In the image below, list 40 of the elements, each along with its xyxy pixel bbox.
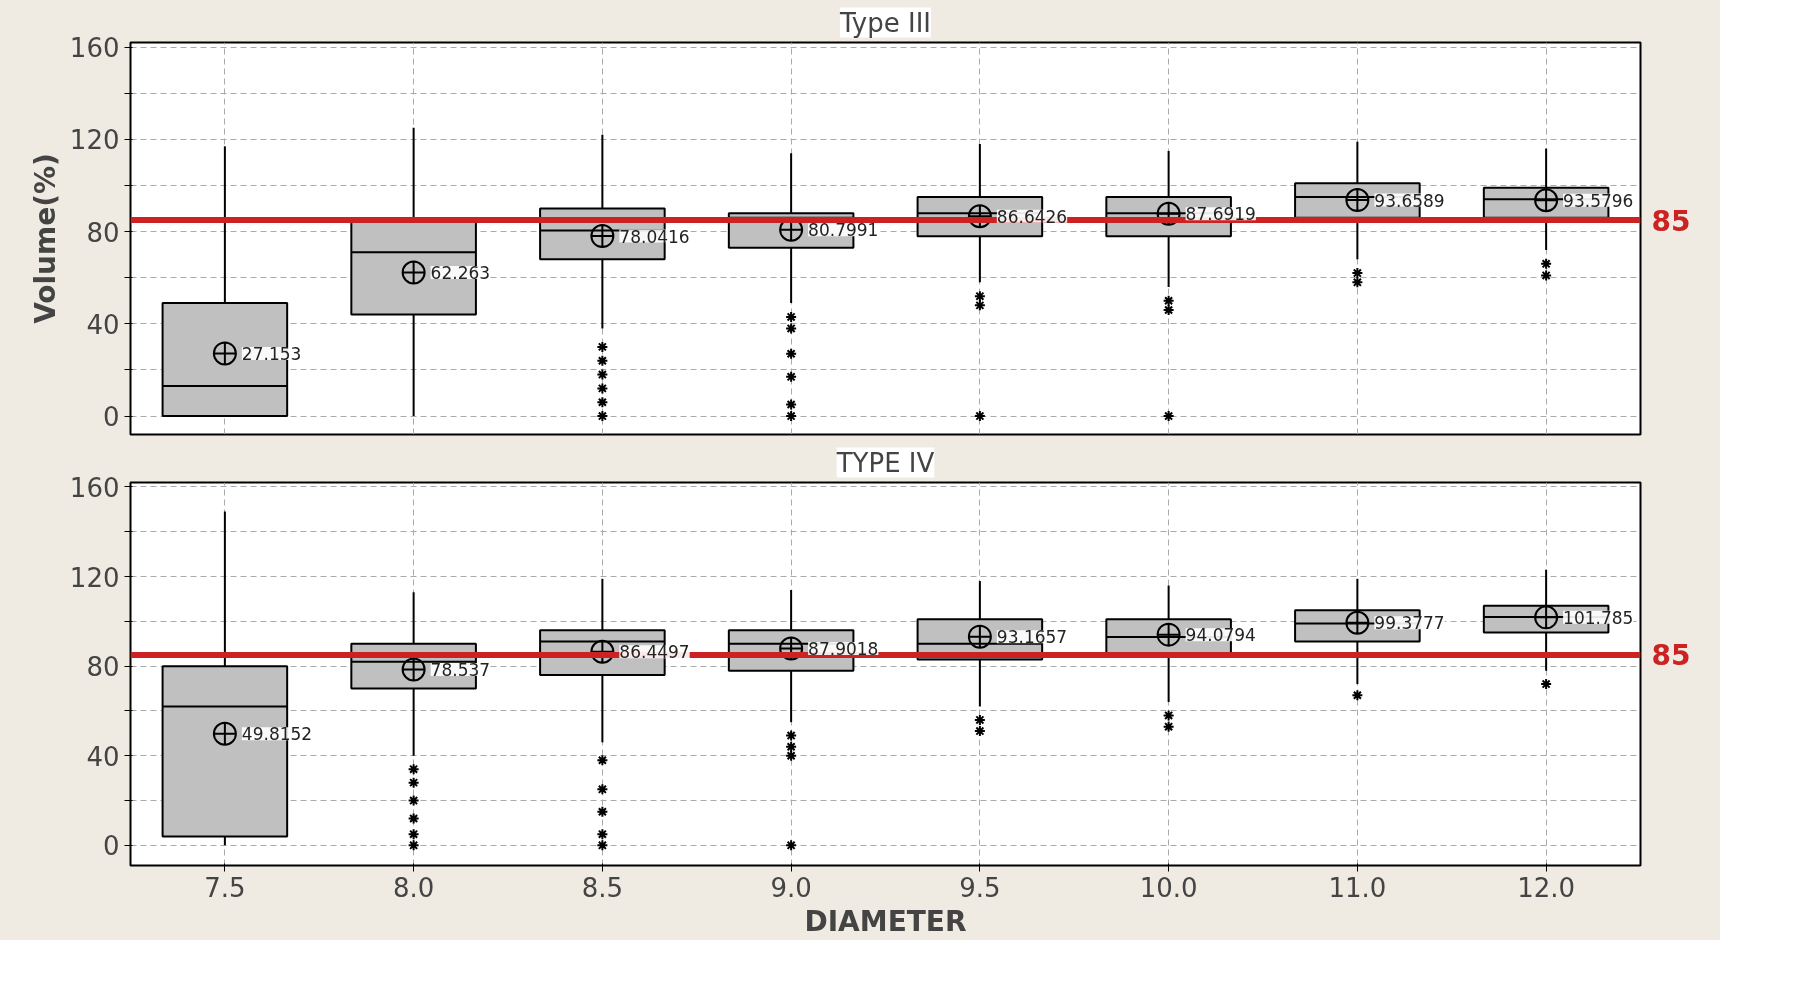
annotation: 78.0416: [619, 226, 690, 247]
x-tick-label: 12.0: [1517, 872, 1576, 903]
annotation: 93.1657: [996, 627, 1068, 648]
annotation: 62.263: [430, 262, 491, 283]
y-tick-label: 80: [86, 217, 120, 248]
annotation: 49.8152: [241, 724, 313, 745]
x-tick-label: 11.0: [1328, 872, 1387, 903]
x-tick-label: 10.0: [1139, 872, 1198, 903]
y-tick-label: 160: [69, 472, 120, 503]
ref-line-label: 85: [1651, 204, 1691, 238]
chart-title: Type III: [839, 7, 932, 38]
ref-line-label: 85: [1651, 639, 1691, 673]
x-tick-label: 8.0: [392, 872, 435, 903]
y-tick-label: 120: [69, 125, 120, 156]
annotation: 93.6589: [1374, 190, 1445, 211]
annotation: 27.153: [241, 343, 302, 364]
chart-title: TYPE IV: [835, 447, 935, 478]
x-tick-label: 7.5: [204, 872, 246, 903]
annotation: 86.4497: [619, 642, 690, 663]
x-tick-label: 9.0: [770, 872, 812, 903]
x-tick-label: 9.5: [959, 872, 1001, 903]
y-tick-label: 40: [86, 741, 120, 772]
annotation: 80.7991: [808, 220, 879, 241]
y-tick-label: 0: [102, 831, 120, 862]
y-tick-label: 0: [102, 402, 120, 433]
annotation: 87.6919: [1185, 204, 1256, 225]
annotation: 99.3777: [1374, 613, 1445, 634]
annotation: 78.537: [430, 659, 491, 680]
y-axis-title: Volume(%): [28, 153, 62, 324]
annotation: 101.785: [1563, 607, 1634, 628]
x-axis-title: DIAMETER: [804, 904, 967, 938]
annotation: 86.6426: [996, 206, 1068, 227]
annotation: 93.5796: [1563, 190, 1634, 211]
y-tick-label: 80: [86, 652, 120, 683]
y-tick-label: 120: [69, 562, 120, 593]
annotation: 87.9018: [808, 638, 879, 659]
y-tick-label: 40: [86, 309, 120, 340]
annotation: 94.0794: [1185, 625, 1256, 646]
y-tick-label: 160: [69, 33, 120, 64]
x-tick-label: 8.5: [581, 872, 624, 903]
